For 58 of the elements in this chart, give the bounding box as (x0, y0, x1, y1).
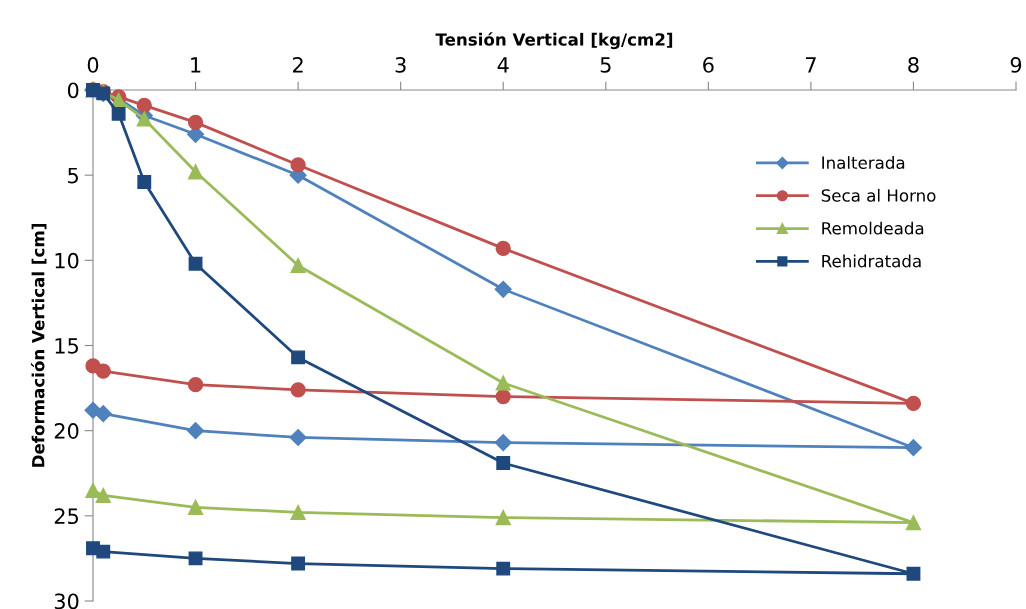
x-tick-label: 0 (87, 57, 99, 73)
point (188, 551, 203, 566)
point (86, 541, 100, 556)
y-tick-label: 0 (67, 82, 79, 99)
x-tick-label: 1 (191, 57, 201, 73)
point (495, 388, 511, 405)
point (906, 566, 921, 581)
point (496, 456, 511, 470)
point (136, 97, 152, 113)
x-tick-label: 4 (497, 57, 509, 73)
point (905, 515, 922, 531)
point (137, 175, 152, 189)
point (291, 350, 306, 365)
x-tick-label: 5 (600, 57, 611, 73)
y-tick-label: 15 (55, 338, 78, 354)
point (291, 556, 306, 571)
point (290, 257, 306, 274)
x-tick-label: 9 (1010, 57, 1022, 73)
x-tick-label: 2 (293, 57, 303, 73)
point (85, 482, 101, 498)
legend-label: Seca al Horno (821, 188, 936, 202)
point (289, 428, 307, 447)
point (290, 382, 306, 398)
point (187, 164, 204, 180)
point (136, 111, 152, 127)
point (187, 499, 204, 515)
point (496, 561, 511, 576)
point (905, 395, 922, 412)
legend-label: Remoldeada (822, 221, 924, 235)
y-tick-label: 5 (68, 167, 78, 184)
point (187, 377, 204, 393)
point (495, 375, 511, 391)
point (290, 504, 306, 521)
point (85, 358, 101, 374)
x-tick-label: 6 (703, 57, 714, 73)
point (84, 401, 102, 419)
point (904, 439, 922, 457)
point (187, 114, 204, 131)
legend-label: Rehidratada (822, 254, 921, 268)
point (495, 509, 511, 526)
point (187, 422, 205, 440)
x-tick-label: 7 (805, 57, 816, 73)
point (188, 256, 203, 271)
x-tick-label: 8 (908, 57, 919, 73)
x-tick-label: 3 (395, 57, 406, 73)
point (495, 240, 511, 257)
point (494, 434, 512, 452)
point (111, 106, 126, 121)
point (95, 487, 111, 504)
y-axis-title: Deformación Vertical [cm] (30, 224, 47, 467)
point (494, 280, 512, 298)
legend-label: Inalterada (822, 156, 905, 169)
y-tick-label: 10 (55, 252, 79, 269)
y-tick-label: 30 (54, 593, 79, 609)
y-tick-label: 25 (54, 508, 78, 525)
point (290, 157, 306, 173)
x-axis-title: Tensión Vertical [kg/cm2] (435, 32, 673, 50)
y-tick-label: 20 (54, 423, 79, 439)
